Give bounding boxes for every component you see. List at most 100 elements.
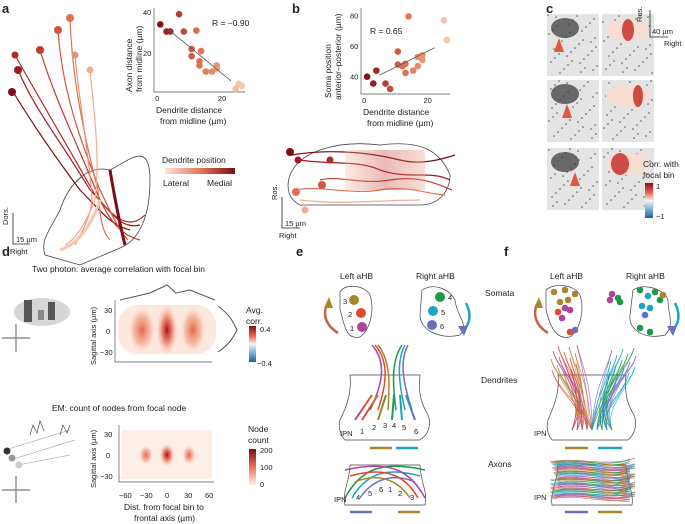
xlabel-a: Dendrite distance (156, 105, 222, 115)
axon-trace (554, 458, 631, 464)
speckle (624, 126, 626, 128)
dendrite-trace (574, 352, 589, 431)
speckle (548, 120, 550, 122)
e-axon-num-4: 4 (356, 493, 360, 502)
speckle (614, 106, 616, 108)
speckle (580, 71, 582, 73)
ytick-d3: −30 (100, 348, 113, 357)
axon-trace (551, 481, 636, 487)
axon-trace (554, 470, 631, 476)
speckle (559, 72, 561, 74)
speckle (548, 33, 550, 35)
speckle (578, 130, 580, 132)
speckle (627, 202, 629, 204)
speckle (589, 198, 591, 200)
e-num-2: 2 (348, 310, 352, 319)
speckle (610, 110, 612, 112)
dendrite-trace (607, 366, 636, 431)
speckle (584, 67, 586, 69)
speckle (562, 175, 564, 177)
speckle (614, 19, 616, 21)
speckle (583, 174, 585, 176)
e-axon-num-1: 1 (388, 485, 392, 494)
dendrite-trace (570, 368, 582, 431)
e-num-3: 3 (343, 297, 347, 306)
e-left-ahb: Left aHB (340, 271, 373, 281)
xtick-b: 20 (423, 96, 431, 105)
speckle (592, 69, 594, 71)
e-axon-num-6: 6 (379, 485, 383, 494)
speckle (644, 116, 646, 118)
speckle (643, 196, 645, 198)
panel-label-f: f (504, 244, 509, 259)
panel-c-images (547, 14, 654, 210)
speckle (622, 187, 624, 189)
axon-trace (550, 486, 631, 492)
speckle (650, 80, 652, 82)
dendrite-trace (550, 358, 581, 431)
scatter-point-b (440, 16, 448, 24)
axon-trace (557, 473, 636, 479)
axes-d-top (114, 300, 212, 363)
e-dend-num-2: 2 (372, 423, 376, 432)
speckle (574, 134, 576, 136)
speckle (616, 47, 618, 49)
axon-trace (550, 460, 631, 466)
speckle (646, 57, 648, 59)
right-label-a: Right (10, 247, 28, 256)
cbar2-tick-100: 100 (260, 463, 273, 472)
speckle (621, 62, 623, 64)
e-axon-num-2: 2 (398, 489, 402, 498)
brain-heatmap-icon (14, 298, 70, 326)
scatter-point-b (386, 85, 394, 93)
speckle (551, 107, 553, 109)
ytick-d4: 30 (104, 430, 112, 439)
speckle (572, 106, 574, 108)
speckle (585, 202, 587, 204)
speckle (567, 64, 569, 66)
fit-line-b (379, 47, 435, 76)
speckle (651, 72, 653, 74)
speckle (566, 55, 568, 57)
speckle (594, 124, 596, 126)
scatter-point-b (382, 80, 389, 87)
ytick-b: 80 (350, 12, 358, 21)
speckle (558, 80, 560, 82)
e-num-6: 6 (440, 322, 444, 331)
soma-dot (641, 311, 649, 319)
e-dendrites (338, 344, 430, 450)
axes-a (153, 8, 245, 93)
speckle (611, 148, 613, 150)
speckle (594, 153, 596, 155)
speckle (649, 131, 651, 133)
speckle (556, 201, 558, 203)
speckle (635, 18, 637, 20)
speckle (582, 39, 584, 41)
scale-bar-c (649, 10, 668, 38)
cbar-max-c: 1 (656, 182, 660, 191)
axes-b (360, 8, 450, 95)
dendrite-trace (551, 369, 593, 431)
speckle (632, 128, 634, 130)
crosshair-arrows-icon (2, 324, 30, 352)
dendrite-trace (552, 350, 585, 431)
speckle (633, 50, 635, 52)
dendrite-trace (608, 361, 631, 431)
scatter-point-b (443, 36, 451, 44)
speckle (595, 133, 597, 135)
speckle (553, 135, 555, 137)
speckle (569, 119, 571, 121)
scatter-point-b (363, 73, 371, 81)
scatter-point-b (394, 48, 402, 55)
axon-trace (558, 478, 631, 484)
speckle (583, 85, 585, 87)
ytick-d1: 30 (104, 306, 112, 315)
speckle (605, 68, 607, 70)
speckle (550, 88, 552, 90)
ytick-b: 40 (350, 73, 358, 82)
scatter-point-a (238, 82, 246, 90)
f-dendrites (546, 344, 637, 450)
scale-bar-a (12, 213, 30, 245)
speckle (646, 84, 648, 86)
xlabel-d1: Dist. from focal bin to (124, 502, 204, 512)
